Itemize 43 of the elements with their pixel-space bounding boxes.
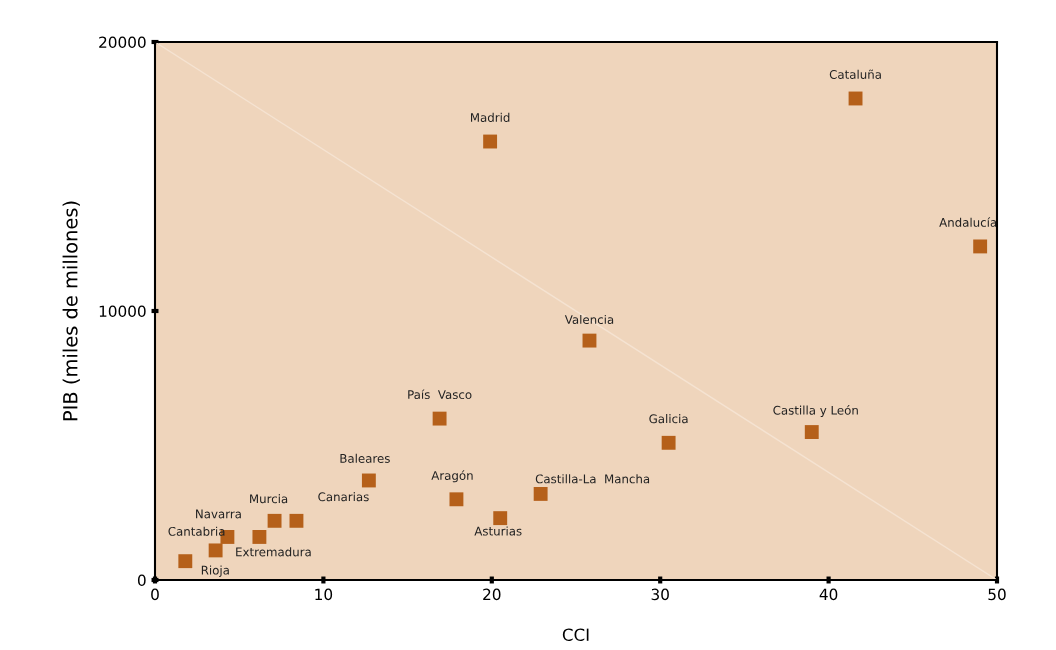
x-tick-label: 40	[819, 588, 838, 601]
point	[533, 486, 548, 501]
point	[252, 530, 267, 544]
annotation: Navarra	[196, 509, 241, 519]
x-tick-label: 30	[651, 588, 669, 601]
annotation: Castilla y León	[773, 405, 858, 417]
annotation: Murcia	[250, 494, 288, 504]
annotation: Extremadura	[236, 547, 311, 557]
point	[361, 473, 376, 488]
point	[178, 554, 193, 569]
x-tick-label: 10	[315, 588, 333, 601]
point	[973, 239, 988, 254]
annotation: Baleares	[340, 453, 390, 463]
point	[432, 411, 447, 426]
annotation: Cataluña	[829, 69, 881, 79]
y-tick-label: 20000	[99, 36, 146, 49]
annotation: Canarias	[318, 492, 369, 502]
point	[493, 511, 508, 526]
x-tick-label: 20	[483, 588, 501, 601]
point	[483, 134, 498, 149]
point	[267, 513, 282, 528]
point	[208, 543, 223, 558]
x-tick-label: 50	[988, 588, 1006, 601]
annotation: Castilla-La Mancha	[535, 474, 650, 484]
annotation: Aragón	[431, 470, 473, 483]
annotation: Galicia	[649, 414, 688, 424]
point	[582, 333, 597, 348]
point	[661, 435, 676, 450]
point	[804, 425, 819, 439]
y-tick-label: 10000	[99, 305, 146, 318]
annotation: Valencia	[564, 314, 614, 325]
point	[289, 513, 304, 528]
annotation: Asturias	[474, 526, 522, 536]
annotation: Madrid	[471, 112, 510, 122]
point	[449, 492, 464, 507]
y-tick-label: 0	[137, 574, 146, 587]
annotation: Andalucía	[939, 217, 997, 227]
annotation: Rioja	[201, 565, 229, 577]
annotation: País Vasco	[408, 389, 472, 400]
x-tick-label: 0	[151, 588, 159, 601]
annotation: Cantabria	[168, 526, 225, 536]
x-axis-title: CCI	[562, 628, 589, 642]
y-axis-title: PIB (miles de millones)	[62, 201, 80, 421]
